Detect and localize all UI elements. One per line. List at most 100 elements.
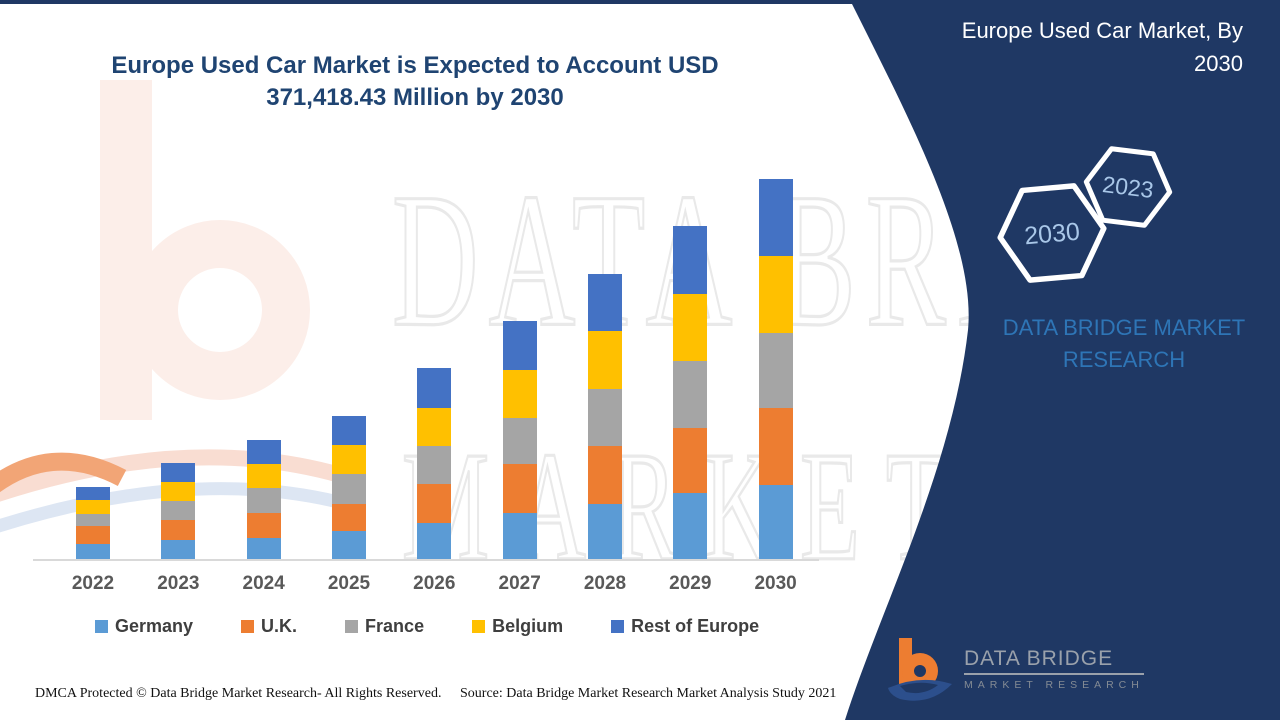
bar-2022 xyxy=(76,487,110,559)
bar-segment-2026-u-k xyxy=(417,484,452,523)
bar-segment-2029-germany xyxy=(673,493,708,559)
x-axis-label-2025: 2025 xyxy=(327,573,371,594)
chart-title-line1: Europe Used Car Market is Expected to Ac… xyxy=(111,52,719,79)
bar-2026 xyxy=(417,368,452,559)
chart-title: Europe Used Car Market is Expected to Ac… xyxy=(110,50,720,114)
bar-segment-2030-u-k xyxy=(758,408,793,486)
brand-caption: DATA BRIDGE MARKET RESEARCH xyxy=(1002,315,1246,372)
bar-segment-2030-germany xyxy=(758,485,793,559)
chart-title-line2: 371,418.43 Million by 2030 xyxy=(266,84,564,111)
bar-segment-2030-rest-of-europe xyxy=(758,179,793,256)
legend-item-france: France xyxy=(345,616,424,637)
bar-segment-2022-rest-of-europe xyxy=(76,487,110,500)
bar-2030 xyxy=(758,179,793,559)
x-axis-label-2023: 2023 xyxy=(157,573,200,594)
x-axis-label-2026: 2026 xyxy=(413,573,456,594)
right-panel-heading: Europe Used Car Market, By 2030 xyxy=(961,18,1243,76)
bar-2023 xyxy=(161,463,196,559)
legend-label-rest-of-europe: Rest of Europe xyxy=(631,616,760,636)
x-axis-label-2024: 2024 xyxy=(242,573,285,594)
bar-segment-2027-germany xyxy=(502,512,537,559)
legend-item-germany: Germany xyxy=(95,616,193,637)
footer-dmca-text: DMCA Protected © Data Bridge Market Rese… xyxy=(35,686,442,701)
bar-segment-2023-belgium xyxy=(161,482,196,502)
brand-logo-icon xyxy=(888,638,952,701)
x-axis-label-2030: 2030 xyxy=(754,573,797,594)
legend-swatch-germany xyxy=(95,620,108,633)
chart-legend: Germany U.K. France Belgium Rest of Europe xyxy=(95,616,759,637)
bar-segment-2025-belgium xyxy=(331,445,366,474)
bar-segment-2027-belgium xyxy=(502,369,537,418)
legend-swatch-belgium xyxy=(472,620,486,633)
bar-segment-2024-germany xyxy=(246,538,281,559)
bar-segment-2028-rest-of-europe xyxy=(587,274,622,331)
bar-2025 xyxy=(331,416,366,559)
bar-segment-2025-france xyxy=(331,474,366,504)
bar-segment-2024-belgium xyxy=(246,464,281,489)
bar-segment-2022-france xyxy=(76,514,110,526)
hexagon-2023: 2023 xyxy=(1083,146,1173,228)
legend-item-u-k: U.K. xyxy=(241,616,297,637)
x-axis-label-2029: 2029 xyxy=(669,573,712,594)
hexagon-2030-label: 2030 xyxy=(1023,218,1081,251)
brand-logo-name: DATA BRIDGE xyxy=(964,647,1144,675)
bar-segment-2028-u-k xyxy=(587,445,622,504)
bar-segment-2026-rest-of-europe xyxy=(417,368,452,409)
year-hexagons: 2030 2023 xyxy=(997,146,1173,283)
legend-label-france: France xyxy=(365,616,425,636)
hexagon-2030: 2030 xyxy=(997,183,1107,283)
bar-segment-2029-u-k xyxy=(673,428,708,494)
legend-label-u-k: U.K. xyxy=(261,616,298,636)
bar-segment-2022-germany xyxy=(76,543,110,559)
legend-label-belgium: Belgium xyxy=(492,616,564,636)
bar-segment-2025-germany xyxy=(331,530,366,559)
bar-segment-2023-u-k xyxy=(161,520,196,540)
bar-segment-2028-belgium xyxy=(587,330,622,389)
legend-label-germany: Germany xyxy=(115,616,194,636)
bar-segment-2027-france xyxy=(502,417,537,464)
bar-segment-2026-france xyxy=(417,446,452,485)
bar-2028 xyxy=(587,274,622,559)
bar-segment-2029-france xyxy=(673,361,708,429)
brand-logo-subtitle: MARKET RESEARCH xyxy=(964,679,1144,691)
x-axis-label-2022: 2022 xyxy=(71,573,115,594)
bar-segment-2024-france xyxy=(246,488,281,514)
top-border-line xyxy=(0,0,1280,4)
bar-segment-2024-rest-of-europe xyxy=(246,440,281,465)
bar-segment-2023-rest-of-europe xyxy=(161,463,196,483)
bar-segment-2023-germany xyxy=(161,539,196,559)
bar-segment-2027-u-k xyxy=(502,463,537,513)
bar-segment-2026-belgium xyxy=(417,408,452,447)
bar-2029 xyxy=(673,226,708,559)
bar-2027 xyxy=(502,320,537,559)
x-axis-line xyxy=(33,559,819,561)
bar-segment-2025-rest-of-europe xyxy=(331,416,366,446)
legend-item-belgium: Belgium xyxy=(472,616,563,637)
footer-source-text: Source: Data Bridge Market Research Mark… xyxy=(460,686,837,701)
brand-logo-texts: DATA BRIDGE MARKET RESEARCH xyxy=(964,647,1144,691)
bar-segment-2022-u-k xyxy=(76,525,110,544)
hexagon-2023-label: 2023 xyxy=(1101,171,1155,203)
bar-segment-2026-germany xyxy=(417,523,452,559)
bar-segment-2028-germany xyxy=(587,503,622,559)
bar-segment-2027-rest-of-europe xyxy=(502,320,537,370)
legend-swatch-u-k xyxy=(241,620,255,633)
bar-segment-2023-france xyxy=(161,501,196,521)
x-axis-label-2028: 2028 xyxy=(583,573,627,594)
bar-segment-2024-u-k xyxy=(246,513,281,539)
legend-swatch-france xyxy=(345,620,359,633)
bar-segment-2029-rest-of-europe xyxy=(673,226,708,295)
bar-segment-2030-france xyxy=(758,333,793,408)
bar-2024 xyxy=(246,440,281,559)
brand-logo: DATA BRIDGE MARKET RESEARCH xyxy=(886,636,1144,702)
bar-segment-2028-france xyxy=(587,388,622,446)
bar-segment-2029-belgium xyxy=(673,294,708,362)
bar-segment-2030-belgium xyxy=(758,255,793,334)
legend-item-rest-of-europe: Rest of Europe xyxy=(611,616,759,637)
bar-segment-2025-u-k xyxy=(331,503,366,531)
bar-segment-2022-belgium xyxy=(76,499,110,514)
legend-swatch-rest-of-europe xyxy=(611,620,625,633)
x-axis-label-2027: 2027 xyxy=(498,573,541,594)
